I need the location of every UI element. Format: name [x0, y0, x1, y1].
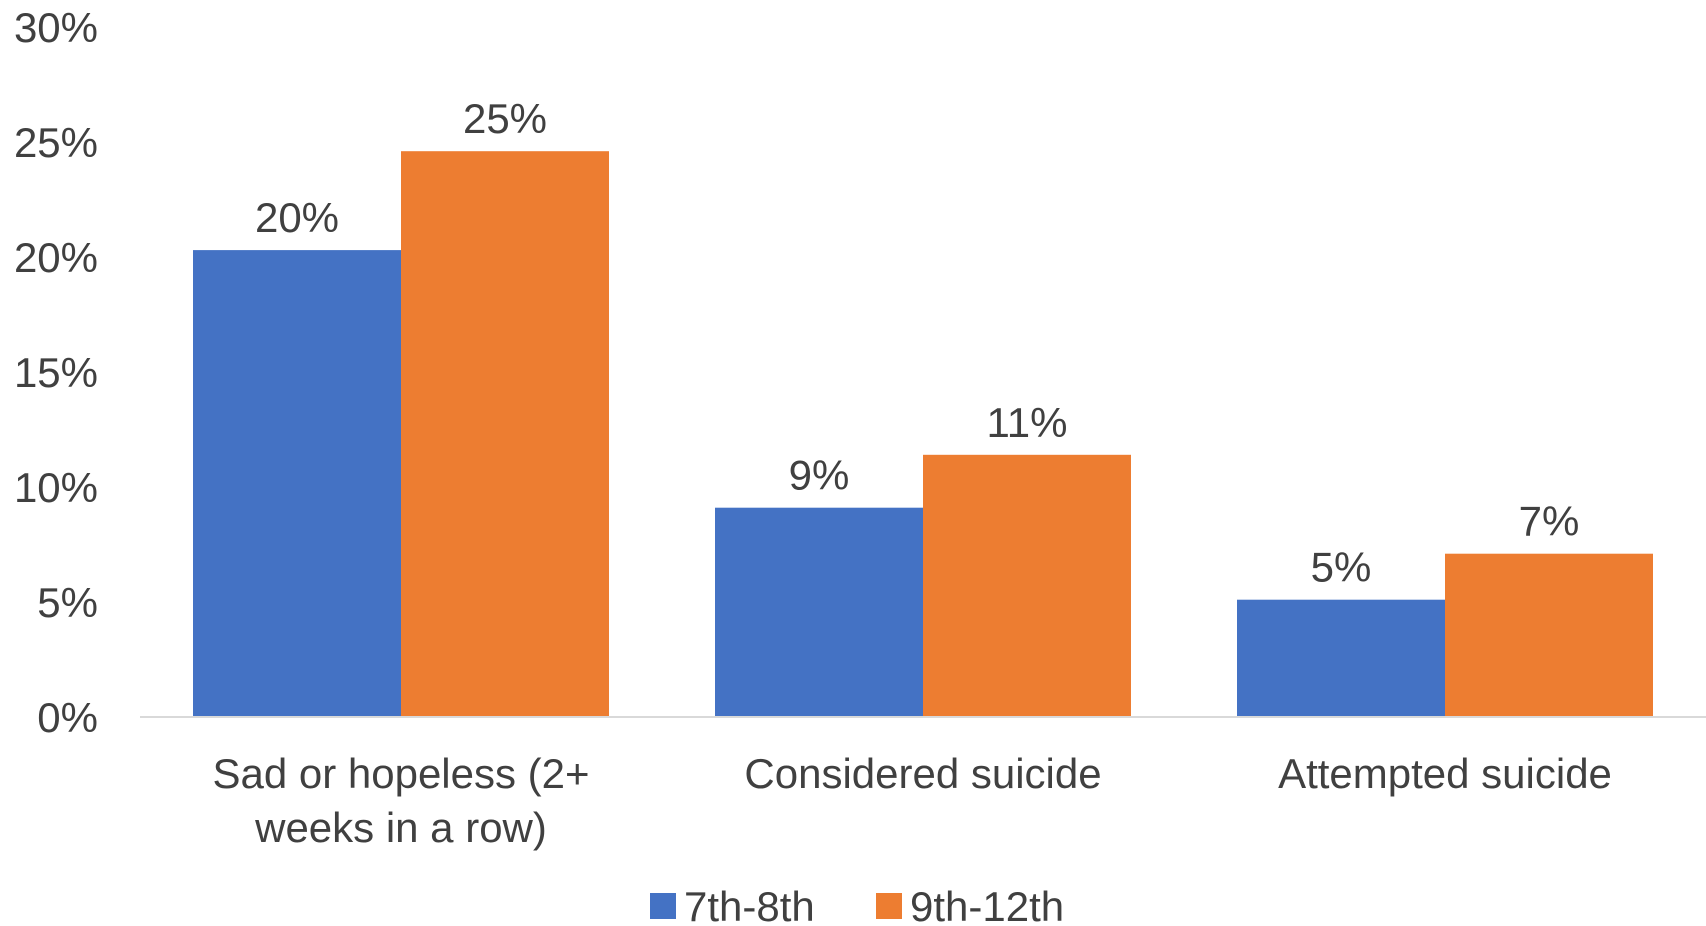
x-category-label: weeks in a row) [254, 804, 547, 851]
y-tick-label: 0% [37, 694, 98, 741]
bar-series-2 [923, 454, 1131, 717]
data-label: 20% [255, 194, 339, 241]
y-axis-ticks: 0% 5% 10% 15% 20% 25% 30% [14, 4, 98, 741]
bar-series-2 [401, 151, 609, 717]
legend-swatch [876, 893, 902, 919]
legend-label: 7th-8th [684, 883, 815, 926]
data-labels: 20% 25% 9% 11% 5% 7% [255, 95, 1579, 591]
data-label: 25% [463, 95, 547, 142]
legend: 7th-8th 9th-12th [650, 883, 1064, 926]
bar-series-1 [1237, 599, 1445, 717]
legend-swatch [650, 893, 676, 919]
bars [193, 151, 1653, 717]
data-label: 7% [1519, 498, 1580, 545]
x-category-label: Attempted suicide [1278, 750, 1612, 797]
y-tick-label: 20% [14, 234, 98, 281]
y-tick-label: 25% [14, 119, 98, 166]
bar-series-2 [1445, 553, 1653, 717]
bar-series-1 [193, 250, 401, 717]
y-tick-label: 5% [37, 579, 98, 626]
data-label: 11% [987, 399, 1068, 446]
legend-label: 9th-12th [910, 883, 1064, 926]
x-category-label: Sad or hopeless (2+ [212, 750, 589, 797]
category-labels: Sad or hopeless (2+ weeks in a row) Consid… [212, 750, 1611, 851]
y-tick-label: 10% [14, 464, 98, 511]
x-category-label: Considered suicide [744, 750, 1101, 797]
y-tick-label: 15% [14, 349, 98, 396]
data-label: 9% [789, 452, 850, 499]
y-tick-label: 30% [14, 4, 98, 51]
bar-series-1 [715, 507, 923, 717]
data-label: 5% [1311, 544, 1372, 591]
